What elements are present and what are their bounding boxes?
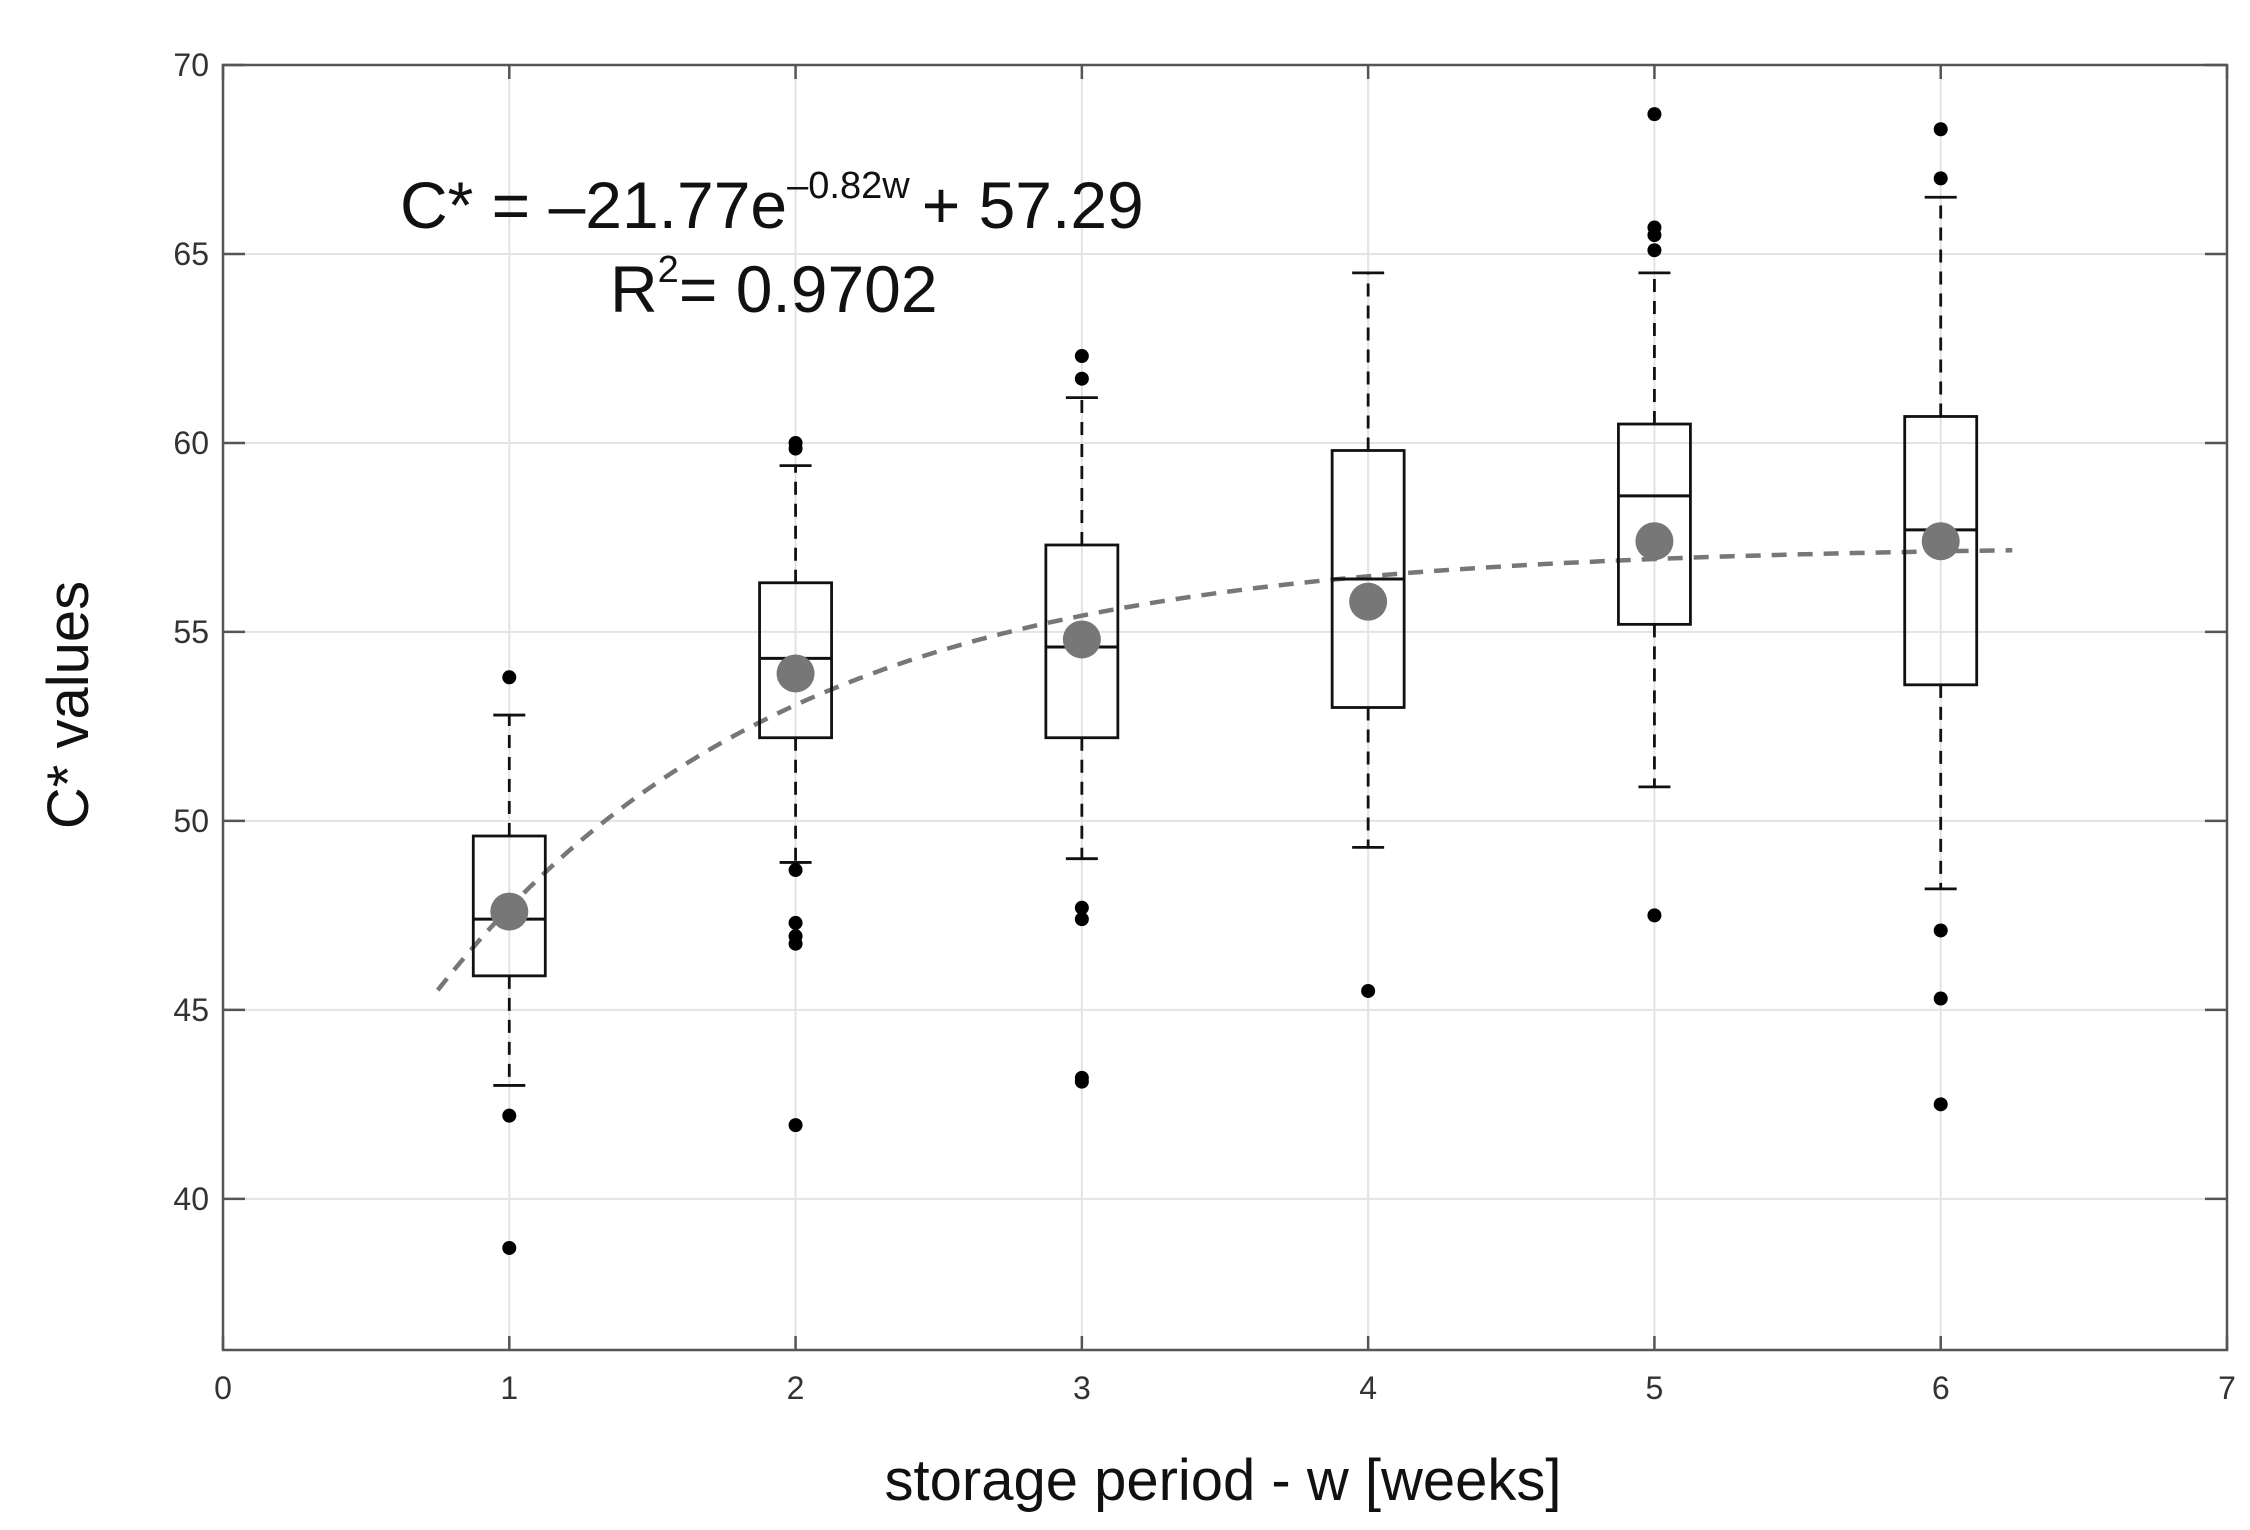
grid-lines — [223, 65, 2227, 1350]
x-tick-label: 4 — [1359, 1370, 1377, 1406]
r-squared-value: = 0.9702 — [679, 252, 938, 326]
outlier-point — [1074, 900, 1089, 915]
box-series — [471, 107, 1979, 1255]
mean-point — [490, 892, 529, 931]
outlier-point — [1647, 243, 1662, 258]
r-squared-prefix: R — [610, 252, 658, 326]
x-tick-label: 3 — [1073, 1370, 1091, 1406]
outlier-point — [1647, 228, 1662, 243]
x-tick-label: 5 — [1646, 1370, 1664, 1406]
outlier-point — [1647, 908, 1662, 923]
outlier-point — [1933, 1097, 1948, 1112]
box-week-6 — [1903, 122, 1979, 1112]
x-tick-label: 7 — [2218, 1370, 2236, 1406]
r-squared-sup: 2 — [658, 249, 679, 291]
box-iqr — [471, 834, 547, 978]
box-week-3 — [1044, 349, 1120, 1089]
outlier-point — [788, 915, 803, 930]
outlier-point — [1361, 983, 1376, 998]
box-iqr — [1903, 415, 1979, 687]
box-week-1 — [471, 670, 547, 1255]
outlier-point — [1074, 1074, 1089, 1089]
r-squared-text: R2= 0.9702 — [610, 249, 938, 326]
box-week-2 — [758, 435, 833, 1133]
outlier-point — [1933, 171, 1948, 186]
box-iqr — [1044, 543, 1120, 740]
x-tick-label: 1 — [500, 1370, 518, 1406]
box-iqr — [1617, 422, 1692, 626]
equation-text: C* = –21.77e–0.82w + 57.29 — [400, 165, 1144, 242]
outlier-point — [502, 1240, 517, 1255]
y-tick-label: 50 — [173, 803, 209, 839]
equation-rhs: + 57.29 — [922, 168, 1144, 242]
y-tick-label: 60 — [173, 425, 209, 461]
y-tick-label: 55 — [173, 614, 209, 650]
fit-curve-layer — [435, 548, 2013, 992]
equation-lhs: C* = –21.77e — [400, 168, 787, 242]
outlier-point — [1074, 371, 1089, 386]
mean-point — [776, 654, 815, 693]
x-tick-label: 0 — [214, 1370, 232, 1406]
fit-curve — [435, 548, 2013, 992]
x-tick-label: 6 — [1932, 1370, 1950, 1406]
y-tick-label: 70 — [173, 47, 209, 83]
box-iqr — [758, 581, 833, 740]
outlier-point — [502, 1108, 517, 1123]
mean-point — [1062, 620, 1101, 659]
outlier-point — [1933, 122, 1948, 137]
outlier-point — [1933, 923, 1948, 938]
box-week-4 — [1330, 271, 1406, 998]
y-axis-title: C* values — [36, 581, 101, 829]
mean-point — [1921, 522, 1960, 561]
outlier-point — [1074, 349, 1089, 364]
outlier-point — [1647, 107, 1662, 122]
outlier-point — [1074, 912, 1089, 927]
mean-point — [1349, 582, 1388, 621]
plot-frame — [221, 63, 2229, 1352]
y-tick-label: 65 — [173, 236, 209, 272]
equation-exponent: –0.82w — [787, 165, 910, 207]
y-tick-label: 40 — [173, 1181, 209, 1217]
mean-point — [1635, 522, 1674, 561]
outlier-point — [502, 670, 517, 685]
y-tick-label: 45 — [173, 992, 209, 1028]
outlier-point — [1933, 991, 1948, 1006]
outlier-point — [788, 1118, 803, 1133]
x-axis-title: storage period - w [weeks] — [885, 1448, 1562, 1513]
x-tick-label: 2 — [787, 1370, 805, 1406]
outlier-point — [788, 441, 803, 456]
box-week-5 — [1617, 107, 1692, 923]
outlier-point — [788, 863, 803, 878]
outlier-point — [788, 936, 803, 951]
